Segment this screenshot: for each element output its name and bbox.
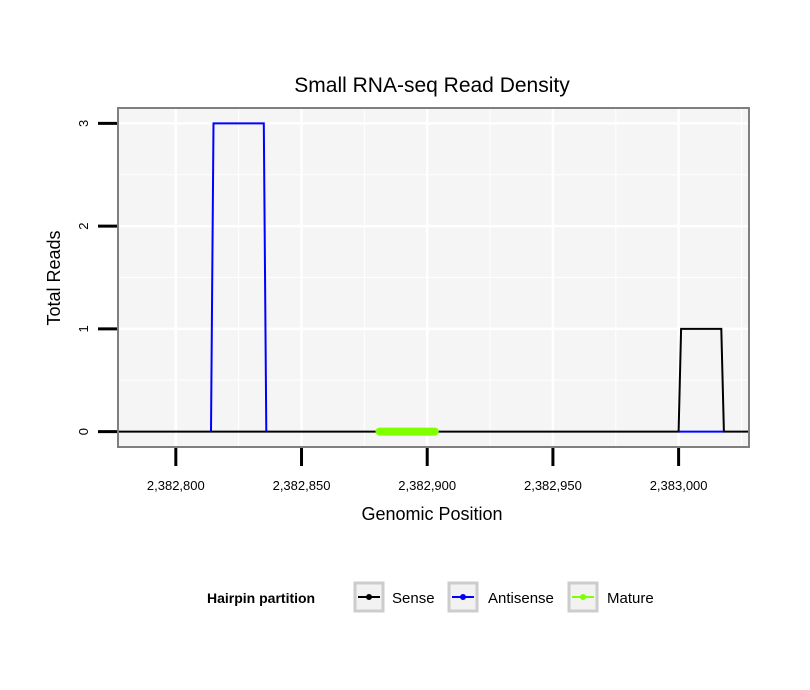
y-axis: 0 1 2 3	[76, 120, 117, 435]
series-line-antisense	[210, 122, 268, 432]
y-tick-label: 3	[76, 120, 91, 127]
x-tick-label: 2,382,850	[273, 478, 331, 493]
legend-dot-antisense	[460, 594, 466, 600]
y-tick-label: 0	[76, 428, 91, 435]
x-axis-title: Genomic Position	[361, 504, 502, 524]
chart-title: Small RNA-seq Read Density	[294, 74, 570, 97]
x-tick-label: 2,382,950	[524, 478, 582, 493]
legend-dot-mature	[580, 594, 586, 600]
x-tick-label: 2,382,900	[398, 478, 456, 493]
x-tick-label: 2,382,800	[147, 478, 205, 493]
y-tick-label: 1	[76, 325, 91, 332]
plot-border	[117, 107, 750, 448]
y-tick-label: 2	[76, 223, 91, 230]
legend-dot-sense	[366, 594, 372, 600]
y-axis-title: Total Reads	[44, 230, 64, 325]
legend-label-sense: Sense	[392, 590, 435, 607]
legend-label-antisense: Antisense	[488, 590, 554, 607]
legend-label-mature: Mature	[607, 590, 654, 607]
legend: Hairpin partition Sense Antisense Mature	[207, 581, 654, 613]
series-layer	[118, 122, 749, 436]
series-line-sense	[118, 327, 749, 433]
legend-title: Hairpin partition	[207, 590, 315, 606]
x-axis: 2,382,800 2,382,850 2,382,900 2,382,950 2,38…	[147, 448, 708, 493]
x-tick-label: 2,383,000	[650, 478, 708, 493]
